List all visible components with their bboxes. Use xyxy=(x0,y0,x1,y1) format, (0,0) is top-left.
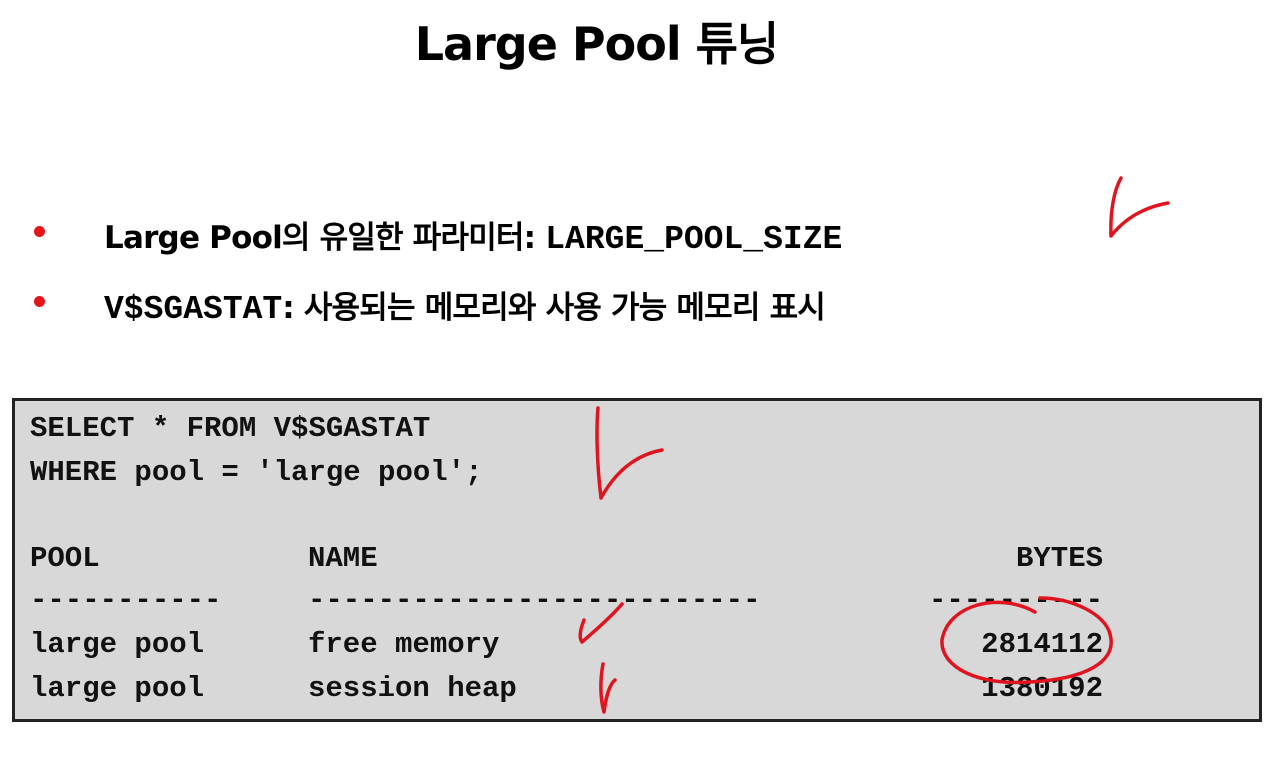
bullet-code: V$SGASTAT xyxy=(104,291,283,328)
result-cell-pool: large pool xyxy=(30,628,205,661)
bullet-label: Large Pool의 유일한 파라미터: xyxy=(104,220,546,256)
bullet-code: LARGE_POOL_SIZE xyxy=(545,221,843,258)
result-cell-name: free memory xyxy=(308,628,500,661)
bullet-item-sgastat: V$SGASTAT: 사용되는 메모리와 사용 가능 메모리 표시 xyxy=(0,284,1200,332)
result-cell-bytes: 2814112 xyxy=(981,628,1103,661)
result-cell-name: session heap xyxy=(308,672,517,705)
header-divider: -------------------------- xyxy=(308,584,761,617)
query-line: SELECT * FROM V$SGASTAT xyxy=(30,412,431,445)
result-cell-pool: large pool xyxy=(30,672,205,705)
bullet-dot-icon xyxy=(34,296,45,307)
bullet-item-large-pool-size: Large Pool의 유일한 파라미터: LARGE_POOL_SIZE xyxy=(0,214,1200,262)
bullet-text: V$SGASTAT: 사용되는 메모리와 사용 가능 메모리 표시 xyxy=(104,284,826,334)
column-header-bytes: BYTES xyxy=(1015,542,1103,575)
slide-title: Large Pool 튜닝 xyxy=(414,17,780,71)
column-header-pool: POOL xyxy=(30,542,100,575)
bullet-dot-icon xyxy=(34,226,45,237)
code-block: SELECT * FROM V$SGASTAT WHERE pool = 'la… xyxy=(12,398,1262,722)
column-header-name: NAME xyxy=(308,542,378,575)
header-divider: ---------- xyxy=(928,584,1103,617)
header-divider: ----------- xyxy=(30,584,222,617)
bullet-text: Large Pool의 유일한 파라미터: LARGE_POOL_SIZE xyxy=(104,214,842,264)
query-line: WHERE pool = 'large pool'; xyxy=(30,456,483,489)
bullet-label: : 사용되는 메모리와 사용 가능 메모리 표시 xyxy=(282,290,826,326)
result-cell-bytes: 1380192 xyxy=(981,672,1103,705)
